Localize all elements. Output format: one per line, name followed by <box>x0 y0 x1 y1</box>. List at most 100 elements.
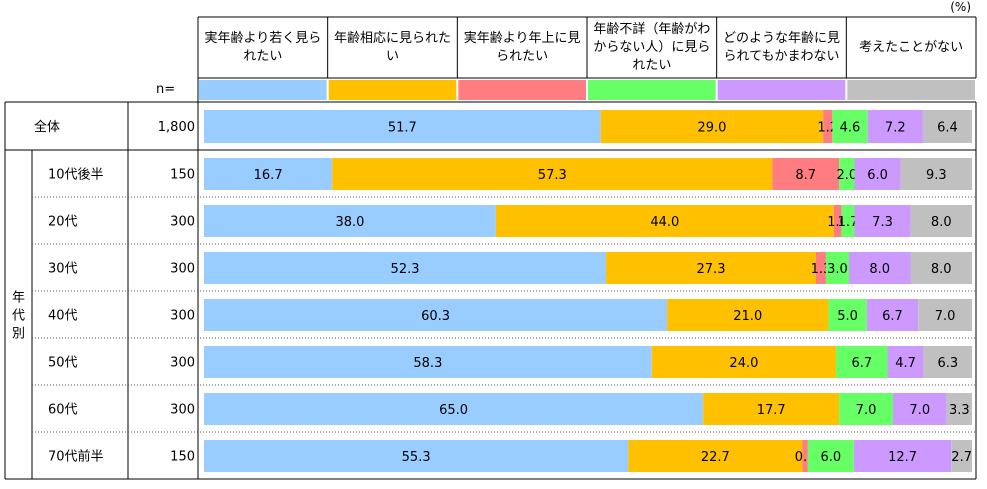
bar-segment <box>495 205 834 237</box>
bar-value-label: 58.3 <box>413 356 442 371</box>
bar-segment <box>836 346 888 378</box>
bar-value-label: 38.0 <box>335 215 364 230</box>
bar-segment <box>892 393 947 425</box>
bar-value-label: 6.3 <box>937 356 958 371</box>
legend-label-2: 年齢相応に見られたい <box>333 30 451 64</box>
bar-value-label: 7.0 <box>909 403 930 418</box>
bar-segment <box>854 205 911 237</box>
bar-segment <box>922 110 972 143</box>
bar-segment <box>204 393 704 425</box>
bar-segment <box>204 346 652 378</box>
row-label: 30代 <box>48 262 78 277</box>
row-n: 150 <box>170 168 195 183</box>
bar-value-label: 2.7 <box>951 450 972 465</box>
bar-segment <box>204 252 607 284</box>
bar-value-label: 24.0 <box>729 356 758 371</box>
bar-segment <box>839 158 855 190</box>
unit-label: (%) <box>950 0 971 14</box>
header-grid <box>197 16 977 79</box>
row-n: 300 <box>170 262 195 277</box>
bar-segment <box>867 110 923 143</box>
bar-value-label: 7.0 <box>856 403 877 418</box>
bar-value-label: 6.7 <box>851 356 872 371</box>
row-label: 10代後半 <box>48 168 104 183</box>
bar-value-label: 16.7 <box>254 168 283 183</box>
bar-segment <box>832 110 868 143</box>
bar-value-label: 6.4 <box>937 121 958 136</box>
bar-segment <box>667 299 829 331</box>
bar-value-label: 8.0 <box>931 262 952 277</box>
bar-segment <box>823 110 833 143</box>
legend-swatch-2 <box>328 80 457 100</box>
bar-value-label: 4.6 <box>840 121 861 136</box>
row-label: 全体 <box>34 119 60 135</box>
bar-segment <box>853 440 952 472</box>
bar-value-label: 6.0 <box>867 168 888 183</box>
row-n: 1,800 <box>158 120 195 135</box>
bar-segment <box>854 158 901 190</box>
row-n: 300 <box>170 356 195 371</box>
bar-segment <box>204 440 629 472</box>
bar-value-label: 7.3 <box>872 215 893 230</box>
table-grid <box>4 78 977 480</box>
bar-segment <box>910 252 972 284</box>
legend-swatch-3 <box>458 80 586 100</box>
bar-segment <box>923 346 972 378</box>
bar-segment <box>918 299 972 331</box>
row-label: 40代 <box>48 309 78 324</box>
bar-value-label: 22.7 <box>701 450 730 465</box>
bar-segment <box>204 158 333 190</box>
bar-segment <box>887 346 924 378</box>
bar-value-label: 29.0 <box>697 121 726 136</box>
bar-value-label: 4.7 <box>895 356 916 371</box>
legend-label-6: 考えたことがない <box>859 39 964 55</box>
bar-segment <box>204 205 496 237</box>
row-label: 20代 <box>48 215 78 230</box>
bar-value-label: 8.0 <box>931 215 952 230</box>
bar-value-label: 1.7 <box>838 215 859 230</box>
bar-value-label: 7.2 <box>885 121 906 136</box>
bar-value-label: 8.0 <box>869 262 890 277</box>
bar-value-label: 6.7 <box>882 309 903 324</box>
row-n: 150 <box>170 450 195 465</box>
bar-segment <box>204 299 668 331</box>
legend-label-4: 年齢不詳（年齢がわからない人）に見られたい <box>593 21 711 73</box>
bar-segment <box>815 252 826 284</box>
bar-value-label: 8.7 <box>795 168 816 183</box>
bar-value-label: 51.7 <box>388 121 417 136</box>
legend-swatch-5 <box>717 80 846 100</box>
bar-segment <box>807 440 854 472</box>
row-label: 60代 <box>48 403 78 418</box>
bar-segment <box>651 346 837 378</box>
bar-value-label: 65.0 <box>439 403 468 418</box>
bar-value-label: 17.7 <box>757 403 786 418</box>
bar-segment <box>772 158 840 190</box>
bar-segment <box>839 393 893 425</box>
bar-value-label: 27.3 <box>697 262 726 277</box>
bar-value-label: 52.3 <box>391 262 420 277</box>
bar-value-label: 3.3 <box>949 403 970 418</box>
legend-swatch-4 <box>588 80 716 100</box>
bar-value-label: 9.3 <box>926 168 947 183</box>
bar-value-label: 21.0 <box>733 309 762 324</box>
bar-value-label: 55.3 <box>402 450 431 465</box>
group-label: 年代別 <box>12 291 25 342</box>
bar-value-label: 5.0 <box>837 309 858 324</box>
bar-segment <box>606 252 816 284</box>
n-header: n= <box>156 82 176 97</box>
bar-value-label: 3.0 <box>827 262 848 277</box>
bar-value-label: 44.0 <box>650 215 679 230</box>
row-label: 70代前半 <box>48 449 104 465</box>
bar-value-label: 60.3 <box>421 309 450 324</box>
bar-segment <box>833 205 842 237</box>
bar-segment <box>703 393 840 425</box>
legend-swatch-1 <box>199 80 327 100</box>
bar-segment <box>910 205 972 237</box>
bar-segment <box>841 205 855 237</box>
bar-value-label: 7.0 <box>935 309 956 324</box>
bar-segment <box>332 158 773 190</box>
bar-segment <box>204 110 601 143</box>
legend-label-3: 実年齢より年上に見られたい <box>463 30 581 64</box>
bar-value-label: 6.0 <box>820 450 841 465</box>
bar-segment <box>600 110 824 143</box>
